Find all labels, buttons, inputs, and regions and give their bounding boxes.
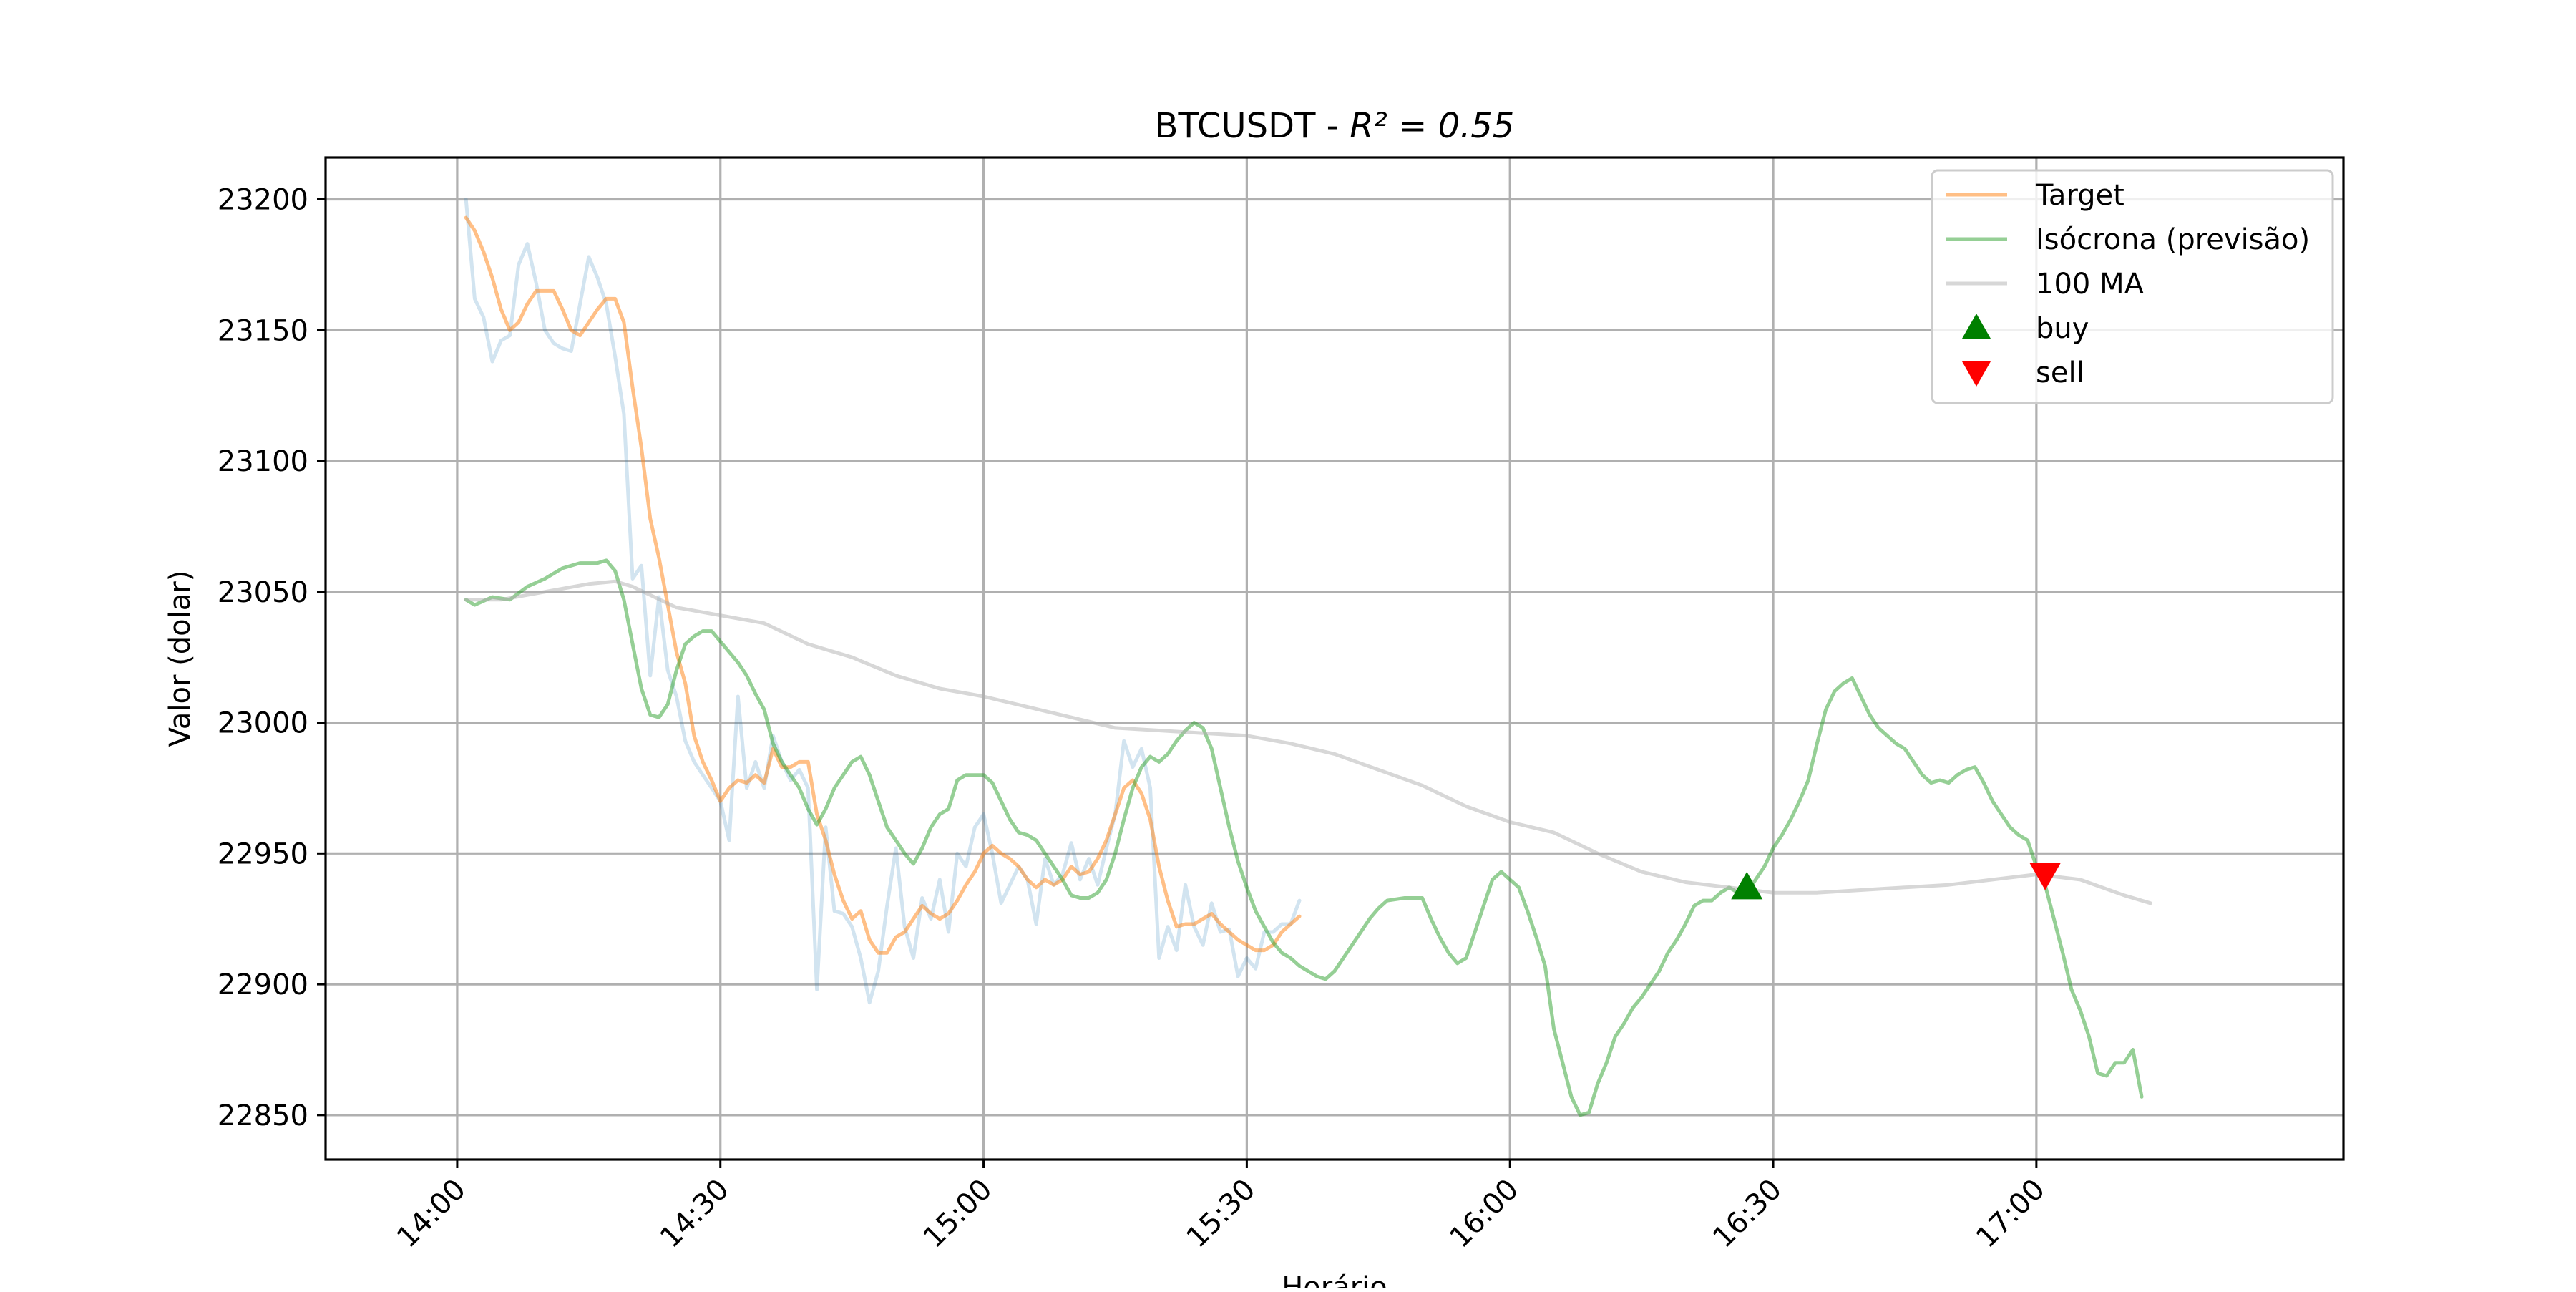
y-tick-label: 23200 xyxy=(218,183,308,216)
series-line-100-ma xyxy=(464,579,2152,905)
chart-title-math: R² = 0.55 xyxy=(1350,106,1514,146)
series-group xyxy=(464,198,2152,1117)
legend-swatch-buy xyxy=(1962,314,1991,339)
x-tick-label: 14:30 xyxy=(654,1173,736,1255)
y-tick-label: 23100 xyxy=(218,445,308,478)
legend-box xyxy=(1931,169,2334,404)
legend-label-100-ma: 100 MA xyxy=(2036,268,2145,301)
legend-items: Target Isócrona (previsão) 100 MA buy sell xyxy=(1946,179,2310,389)
y-tick-label: 22950 xyxy=(218,837,308,870)
markers xyxy=(1731,863,2062,900)
buy-marker xyxy=(1731,871,1763,900)
y-tick-label: 22850 xyxy=(218,1099,308,1132)
x-tick-label: 16:00 xyxy=(1443,1173,1525,1255)
x-tick-label: 16:30 xyxy=(1707,1173,1788,1255)
legend-label-is-crona-previs-o: Isócrona (previsão) xyxy=(2036,223,2310,256)
y-tick-label: 23150 xyxy=(218,314,308,347)
y-tick-label: 23050 xyxy=(218,576,308,609)
x-axis-label: Horário xyxy=(1282,1271,1387,1288)
chart-title-text: BTCUSDT - xyxy=(1155,106,1350,146)
series-line-target xyxy=(464,215,1302,955)
x-axis-ticks: 14:00 14:30 15:00 15:30 16:00 16:30 17:00 xyxy=(391,1160,2051,1255)
sell-marker xyxy=(2029,863,2062,890)
chart-title: BTCUSDT - R² = 0.55 xyxy=(1155,106,1515,146)
series-line-is-crona-previs-o xyxy=(464,558,2144,1117)
legend-label-sell: sell xyxy=(2036,356,2084,389)
x-tick-label: 15:30 xyxy=(1180,1173,1262,1255)
legend-label-buy: buy xyxy=(2036,312,2089,345)
y-axis-label: Valor (dolar) xyxy=(164,570,197,747)
x-tick-label: 15:00 xyxy=(917,1173,999,1255)
plot-frame xyxy=(324,156,2345,1161)
x-tick-label: 14:00 xyxy=(391,1173,472,1255)
x-tick-label: 17:00 xyxy=(1970,1173,2051,1255)
legend: Target Isócrona (previsão) 100 MA buy sell xyxy=(1931,169,2334,404)
legend-swatch-sell xyxy=(1962,361,1991,387)
legend-label-target: Target xyxy=(2035,179,2124,212)
y-tick-label: 22900 xyxy=(218,968,308,1001)
y-tick-label: 23000 xyxy=(218,707,308,740)
y-axis-ticks: 22850 22900 22950 23000 23050 23100 23150 23200 xyxy=(218,183,326,1132)
